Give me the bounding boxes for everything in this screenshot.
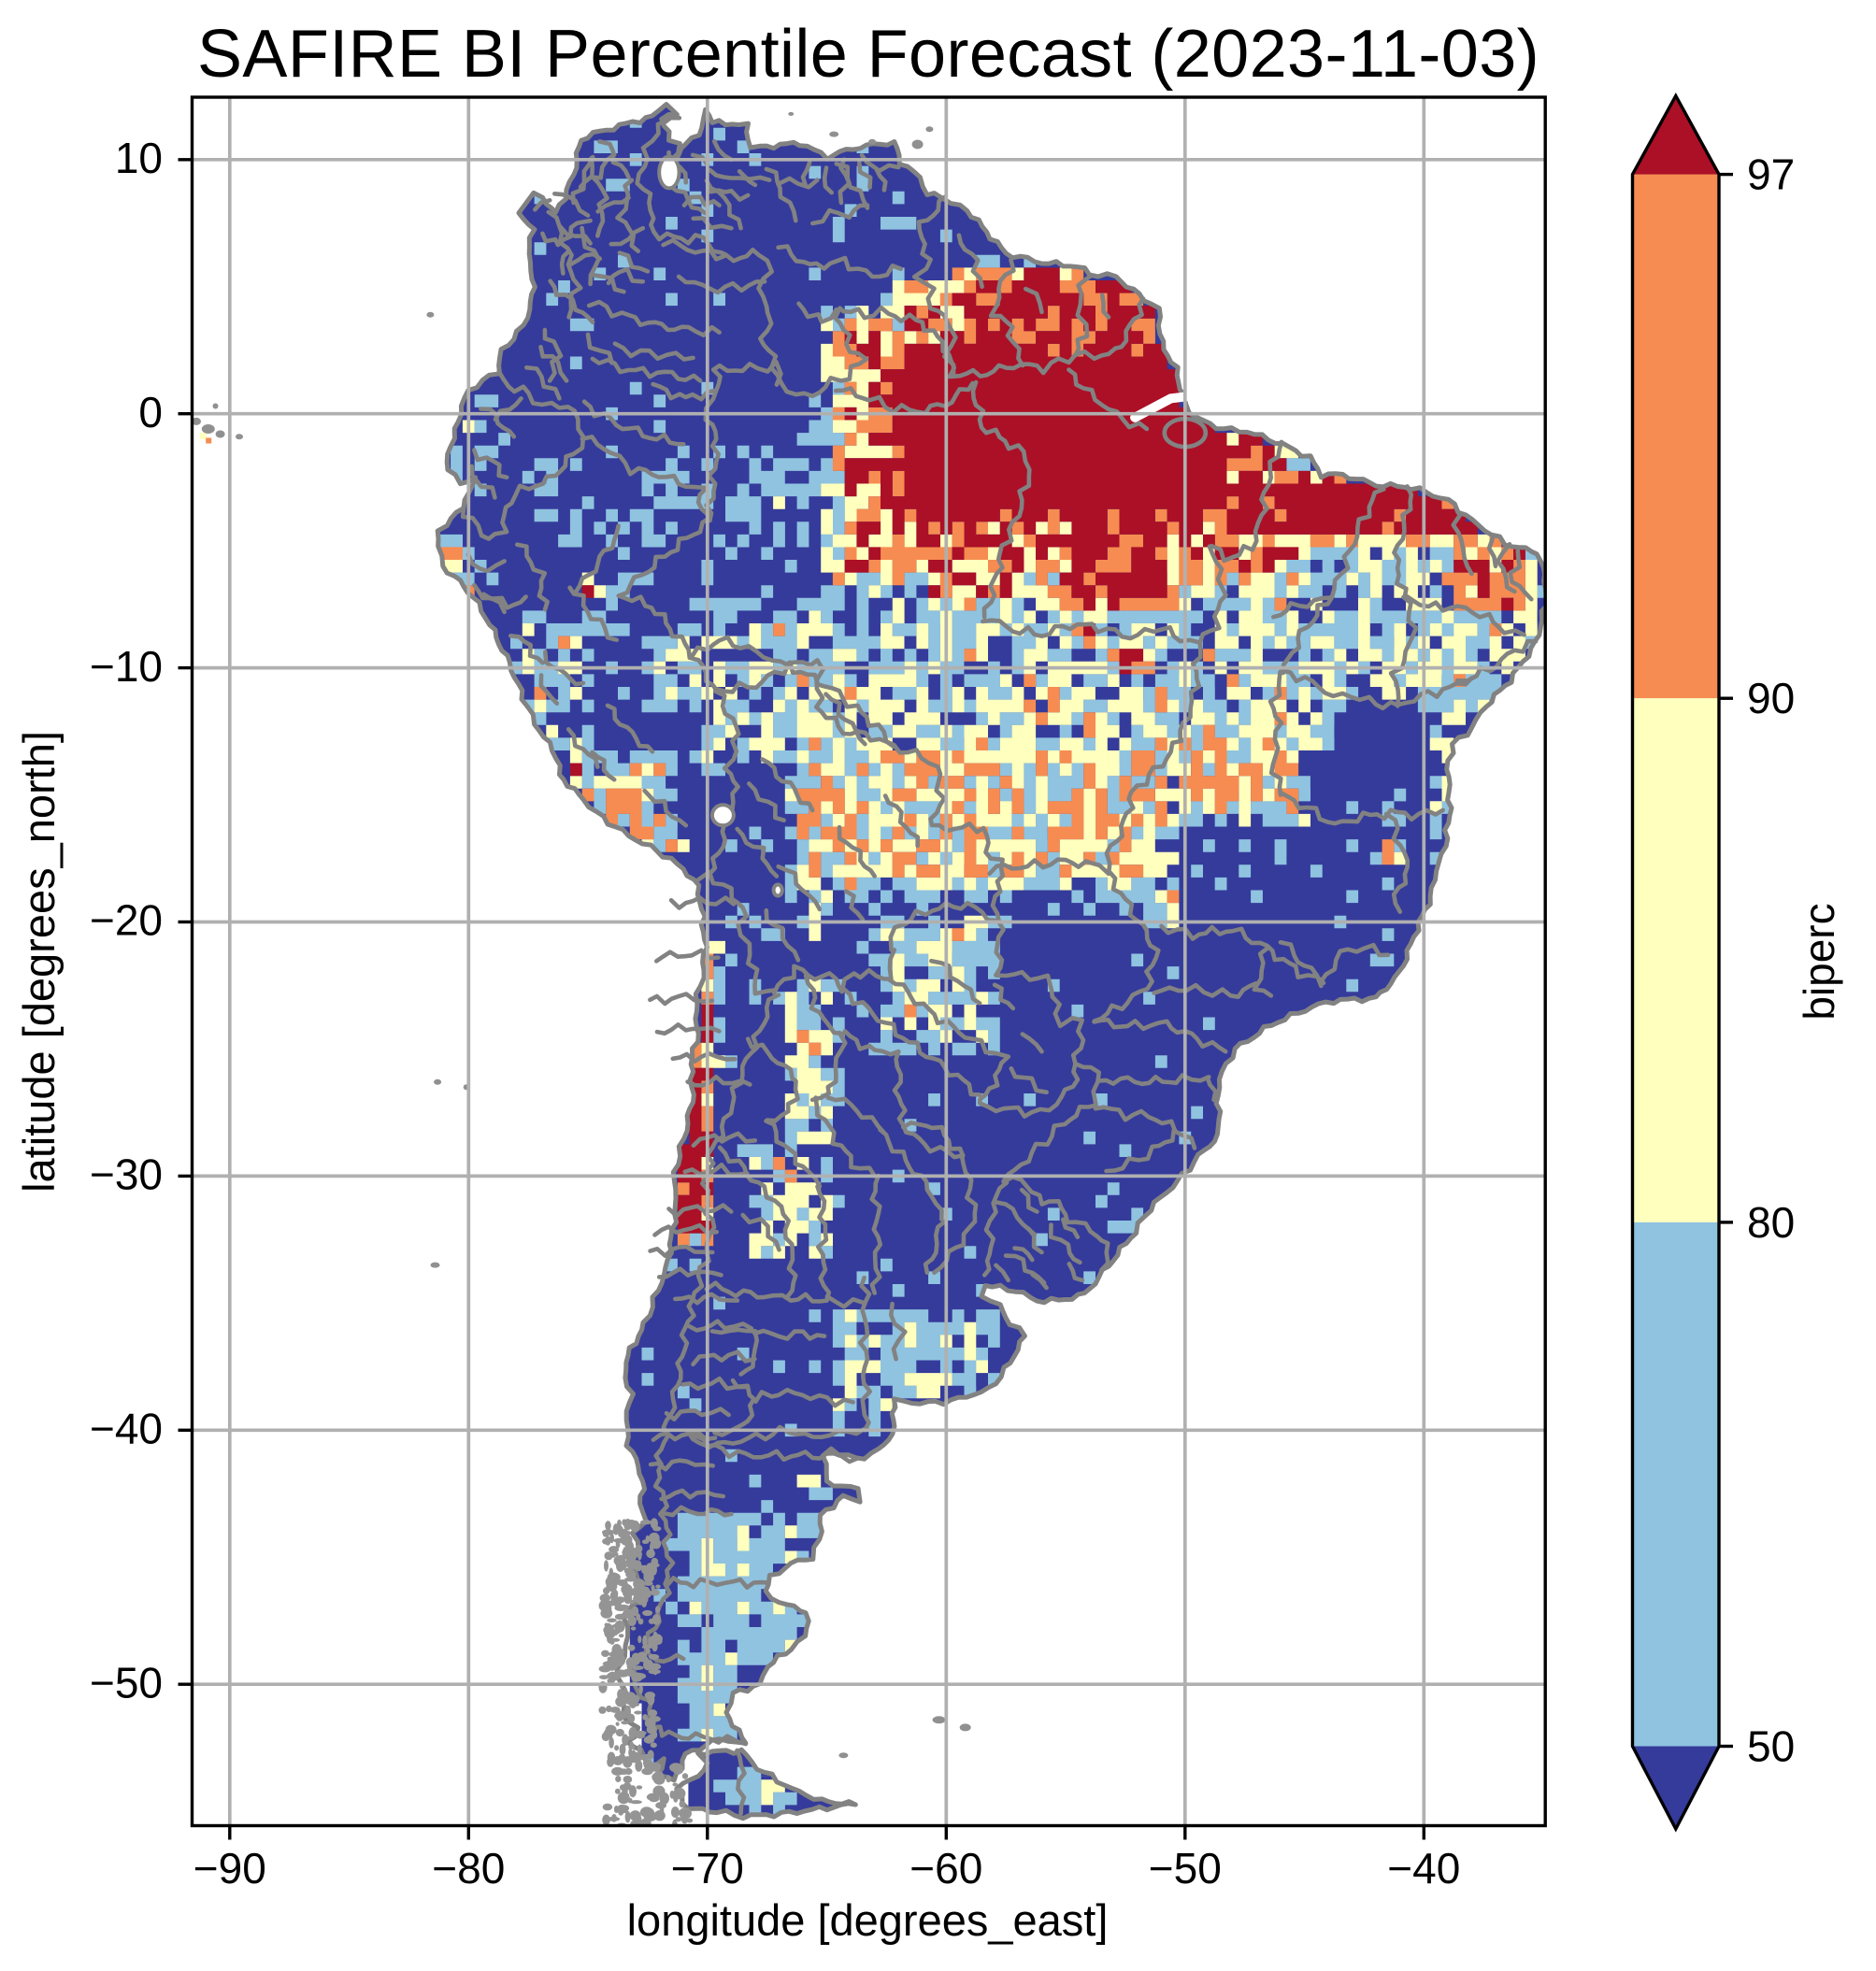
- svg-text:10: 10: [115, 134, 163, 182]
- svg-text:−90: −90: [193, 1844, 266, 1892]
- svg-text:97: 97: [1747, 150, 1795, 199]
- svg-text:−30: −30: [90, 1150, 163, 1199]
- svg-text:−20: −20: [90, 896, 163, 945]
- svg-text:−50: −50: [1149, 1844, 1222, 1892]
- svg-text:latitude [degrees_north]: latitude [degrees_north]: [14, 731, 64, 1193]
- svg-text:−40: −40: [1387, 1844, 1460, 1892]
- svg-text:longitude [degrees_east]: longitude [degrees_east]: [627, 1895, 1109, 1945]
- svg-text:80: 80: [1747, 1198, 1795, 1247]
- svg-text:50: 50: [1747, 1722, 1795, 1771]
- svg-text:−10: −10: [90, 642, 163, 691]
- svg-text:−80: −80: [432, 1844, 505, 1892]
- svg-text:biperc: biperc: [1795, 903, 1843, 1020]
- svg-text:−60: −60: [909, 1844, 982, 1892]
- svg-text:SAFIRE BI Percentile Forecast: SAFIRE BI Percentile Forecast (2023-11-0…: [197, 17, 1539, 92]
- svg-text:−40: −40: [90, 1405, 163, 1453]
- svg-text:0: 0: [138, 388, 163, 436]
- svg-text:−50: −50: [90, 1658, 163, 1707]
- svg-text:90: 90: [1747, 674, 1795, 722]
- svg-text:−70: −70: [671, 1844, 744, 1892]
